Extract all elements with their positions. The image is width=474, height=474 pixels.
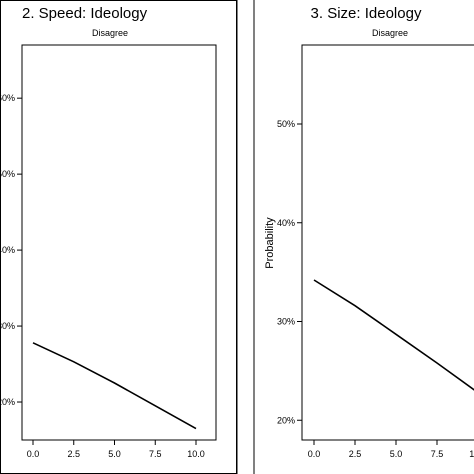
y-tick-label: 50%	[0, 169, 15, 179]
chart1-title: 2. Speed: Ideology	[22, 5, 148, 22]
y-tick-label: 30%	[277, 317, 295, 327]
chart2-ylabel: Probability	[264, 217, 276, 269]
x-tick-label: 2.5	[349, 449, 362, 459]
series-line	[32, 342, 197, 430]
y-tick-label: 20%	[277, 415, 295, 425]
x-tick-label: 0.0	[308, 449, 321, 459]
y-tick-label: 40%	[0, 245, 15, 255]
chart1-subtitle: Disagree	[92, 28, 128, 38]
chart2-title: 3. Size: Ideology	[311, 5, 422, 22]
y-tick-label: 40%	[277, 218, 295, 228]
chart1-plot-frame	[21, 44, 217, 441]
x-tick-label: 7.5	[149, 449, 162, 459]
x-tick-label: 0.0	[27, 449, 40, 459]
x-tick-label: 10.0	[469, 449, 474, 459]
y-tick-label: 30%	[0, 321, 15, 331]
chart2-plot-frame	[301, 44, 474, 441]
y-tick-label: 20%	[0, 397, 15, 407]
y-tick-label: 60%	[0, 93, 15, 103]
series-line	[313, 279, 474, 391]
x-tick-label: 10.0	[187, 449, 205, 459]
x-tick-label: 5.0	[390, 449, 403, 459]
chart2-subtitle: Disagree	[372, 28, 408, 38]
y-tick-label: 50%	[277, 119, 295, 129]
x-tick-label: 5.0	[108, 449, 121, 459]
panel-border-left	[0, 0, 237, 474]
x-tick-label: 7.5	[431, 449, 444, 459]
x-tick-label: 2.5	[67, 449, 80, 459]
